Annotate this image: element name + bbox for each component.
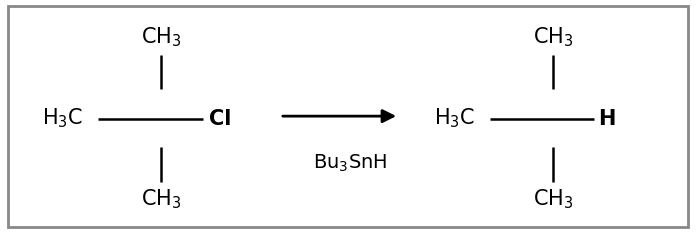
Text: H: H [598, 109, 616, 128]
Text: Bu$_3$SnH: Bu$_3$SnH [313, 153, 387, 174]
Text: H$_3$C: H$_3$C [435, 107, 475, 130]
Text: CH$_3$: CH$_3$ [533, 25, 573, 49]
Text: CH$_3$: CH$_3$ [141, 25, 181, 49]
Text: H$_3$C: H$_3$C [43, 107, 83, 130]
Text: CH$_3$: CH$_3$ [141, 187, 181, 211]
Text: CH$_3$: CH$_3$ [533, 187, 573, 211]
Text: Cl: Cl [209, 109, 231, 128]
